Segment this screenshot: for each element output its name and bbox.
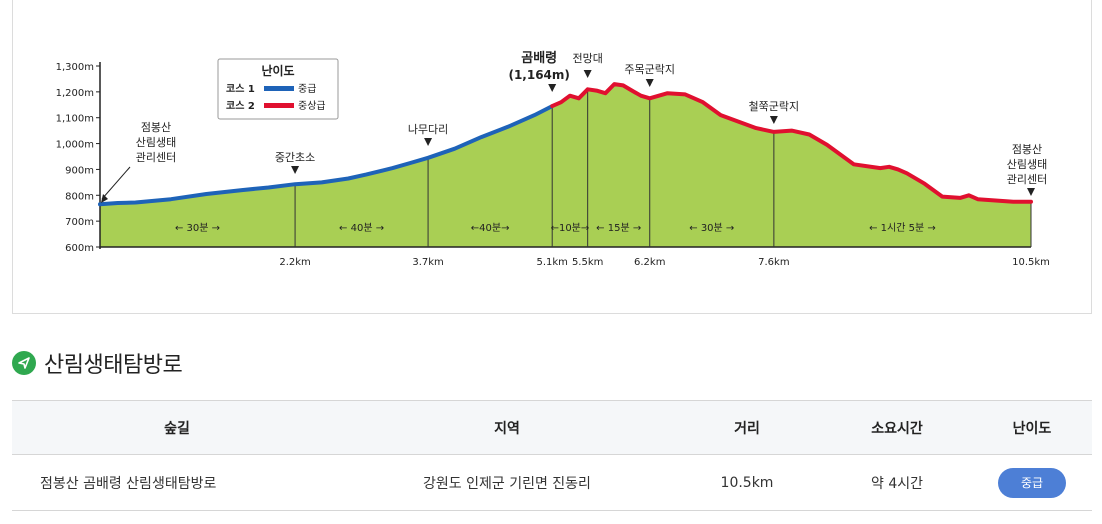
header-time: 소요시간 xyxy=(822,400,972,455)
elevation-profile-card: 1,300m 1,200m 1,100m 1,000m 900m 800m 700m 600m… xyxy=(12,0,1092,314)
waypoint-label: 산림생태 xyxy=(1007,158,1047,171)
y-tick-label: 600m xyxy=(65,243,94,254)
y-tick-label: 1,200m xyxy=(56,88,94,99)
waypoint-label: 전망대 xyxy=(572,52,602,65)
header-distance: 거리 xyxy=(672,400,822,455)
x-tick-label: 2.2km xyxy=(279,257,310,268)
paper-plane-icon xyxy=(12,351,36,375)
waypoint-leader-line xyxy=(101,166,131,200)
waypoint-label: 주목군락지 xyxy=(624,63,675,76)
legend-series-name: 코스 2 xyxy=(226,100,255,112)
waypoint-label: 산림생태 xyxy=(136,136,176,149)
series-line xyxy=(550,82,1033,204)
waypoint-marker xyxy=(291,166,300,174)
cell-region: 강원도 인제군 기린면 진동리 xyxy=(342,454,672,511)
elevation-chart: 1,300m 1,200m 1,100m 1,000m 900m 800m 700m 600m… xyxy=(56,50,1050,268)
y-tick-label: 1,300m xyxy=(56,62,94,73)
y-tick-label: 800m xyxy=(65,191,94,202)
cell-time: 약 4시간 xyxy=(822,454,972,511)
waypoint-marker xyxy=(101,194,108,203)
x-tick-label: 5.1km xyxy=(536,257,567,268)
waypoint-label: 관리센터 xyxy=(1007,173,1047,186)
segment-time-label: ←10분→ xyxy=(551,222,590,234)
segment-time-label: ← 15분 → xyxy=(596,222,641,234)
legend-swatch xyxy=(264,86,294,91)
cell-level: 중급 xyxy=(972,454,1092,511)
waypoint-label: 중간초소 xyxy=(275,151,315,164)
waypoint-marker xyxy=(424,138,433,146)
header-trail: 숲길 xyxy=(12,400,342,455)
elevation-area xyxy=(100,84,1031,247)
waypoint-marker xyxy=(583,70,592,78)
x-tick-label: 7.6km xyxy=(758,257,789,268)
x-tick-label: 5.5km xyxy=(572,257,603,268)
segment-time-label: ← 30분 → xyxy=(175,222,220,234)
segment-time-label: ← 1시간 5분 → xyxy=(869,222,936,234)
waypoint-label: 나무다리 xyxy=(408,123,448,136)
header-level: 난이도 xyxy=(972,400,1092,455)
table-row: 점봉산 곰배령 산림생태탐방로 강원도 인제군 기린면 진동리 10.5km 약… xyxy=(12,454,1092,511)
table-header-row: 숲길 지역 거리 소요시간 난이도 xyxy=(12,400,1092,455)
y-tick-label: 1,000m xyxy=(56,140,94,151)
waypoint-label-peak: 곰배령 xyxy=(521,50,557,66)
header-region: 지역 xyxy=(342,400,672,455)
legend-series-level: 중상급 xyxy=(298,100,326,112)
cell-trail-name: 점봉산 곰배령 산림생태탐방로 xyxy=(12,454,342,511)
segment-time-label: ←40분→ xyxy=(471,222,510,234)
segment-time-label: ← 40분 → xyxy=(339,222,384,234)
x-tick-label: 3.7km xyxy=(412,257,443,268)
cell-distance: 10.5km xyxy=(672,454,822,511)
x-tick-label: 10.5km xyxy=(1012,257,1050,268)
section-heading: 산림생태탐방로 xyxy=(12,346,183,380)
legend-series-name: 코스 1 xyxy=(226,83,255,95)
legend-series-level: 중급 xyxy=(298,83,316,95)
waypoint-marker xyxy=(645,79,654,87)
y-tick-label: 1,100m xyxy=(56,114,94,125)
section-title: 산림생태탐방로 xyxy=(44,353,183,378)
legend-swatch xyxy=(264,103,294,108)
trail-table: 숲길 지역 거리 소요시간 난이도 점봉산 곰배령 산림생태탐방로 강원도 인제… xyxy=(12,400,1092,511)
x-tick-label: 6.2km xyxy=(634,257,665,268)
waypoint-marker xyxy=(1027,188,1035,196)
waypoint-label: 점봉산 xyxy=(141,121,171,134)
waypoint-label: 철쭉군락지 xyxy=(749,100,800,113)
segment-time-label: ← 30분 → xyxy=(689,222,734,234)
y-tick-label: 900m xyxy=(65,165,94,176)
legend-title: 난이도 xyxy=(261,63,294,78)
waypoint-label-peak: (1,164m) xyxy=(508,68,569,82)
waypoint-marker xyxy=(548,84,557,92)
waypoint-marker xyxy=(769,116,778,124)
level-badge[interactable]: 중급 xyxy=(998,467,1066,498)
waypoint-label: 관리센터 xyxy=(136,151,176,164)
waypoint-label: 점봉산 xyxy=(1012,143,1042,156)
y-tick-label: 700m xyxy=(65,217,94,228)
series-line xyxy=(98,104,555,207)
